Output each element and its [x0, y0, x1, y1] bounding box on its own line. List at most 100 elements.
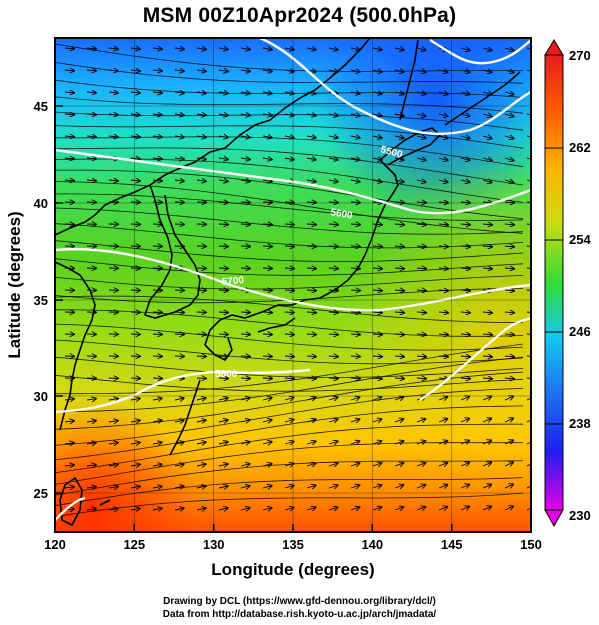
wind-arrow [482, 312, 492, 313]
wind-arrow [218, 356, 228, 357]
wind-arrow [86, 399, 96, 400]
wind-arrow [108, 70, 118, 71]
wind-arrow [174, 464, 184, 466]
colorbar-tick-label: 262 [569, 140, 591, 155]
wind-arrow [64, 399, 74, 400]
wind-arrow [482, 158, 492, 160]
wind-arrow [284, 202, 294, 203]
wind-arrow [438, 114, 448, 116]
wind-arrow [526, 355, 531, 357]
wind-arrow [284, 398, 294, 401]
wind-arrow [64, 443, 74, 444]
streamline [55, 356, 524, 413]
wind-arrow [504, 378, 514, 379]
wind-arrow [372, 485, 382, 488]
wind-arrow [218, 290, 228, 291]
wind-arrow [240, 312, 250, 313]
wind-arrow [416, 136, 426, 138]
wind-arrow [482, 246, 492, 247]
wind-arrow [218, 312, 228, 313]
wind-arrow [416, 268, 426, 269]
wind-arrow [262, 290, 272, 291]
wind-arrow [86, 136, 96, 137]
wind-arrow [350, 70, 360, 72]
wind-arrow [460, 114, 470, 116]
wind-arrow [108, 399, 118, 400]
wind-arrow [394, 463, 404, 466]
wind-arrow [284, 420, 294, 423]
wind-arrow [394, 419, 404, 422]
wind-arrow [394, 114, 404, 116]
wind-arrow [284, 268, 294, 269]
wind-arrow [262, 136, 272, 138]
wind-arrow [372, 378, 382, 379]
x-tick-label: 130 [203, 537, 225, 552]
wind-arrow [350, 334, 360, 335]
wind-arrow [218, 398, 228, 400]
wind-arrow [130, 70, 140, 71]
wind-arrow [460, 312, 470, 313]
wind-arrow [174, 508, 184, 510]
wind-arrow [130, 136, 140, 137]
wind-arrow [262, 224, 272, 225]
wind-arrow [108, 465, 118, 466]
wind-arrow [306, 485, 316, 488]
wind-arrow [240, 356, 250, 357]
wind-arrow [152, 92, 162, 93]
colorbar-tick-label: 238 [569, 416, 591, 431]
wind-arrow [460, 92, 470, 94]
wind-arrow [108, 92, 118, 93]
wind-arrow [306, 507, 316, 510]
colorbar-bar [544, 54, 564, 511]
wind-arrow [372, 441, 382, 444]
streamline [55, 323, 524, 351]
wind-arrow [306, 268, 316, 269]
contour-label-5600: 5600 [329, 207, 353, 222]
wind-arrow [86, 92, 96, 93]
wind-arrow [526, 158, 531, 161]
wind-arrow [504, 312, 514, 313]
wind-arrow [262, 92, 272, 94]
wind-arrow [306, 92, 316, 94]
wind-arrow [218, 486, 228, 488]
wind-arrow [438, 136, 448, 138]
wind-arrow [372, 48, 382, 50]
x-tick-label: 145 [441, 537, 463, 552]
wind-arrow [482, 70, 492, 72]
wind-arrow [262, 378, 272, 379]
y-axis-title: Latitude (degrees) [5, 211, 24, 358]
wind-arrow [152, 508, 162, 510]
wind-arrow [130, 92, 140, 93]
wind-arrow [416, 246, 426, 247]
wind-arrow [152, 136, 162, 137]
wind-arrow [460, 224, 470, 225]
wind-arrow [108, 443, 118, 444]
colorbar-tick-label: 270 [569, 48, 591, 63]
wind-arrow [350, 48, 360, 50]
wind-arrow [328, 397, 338, 400]
wind-arrow [108, 114, 118, 115]
wind-arrow [372, 290, 382, 291]
wind-arrow [240, 114, 250, 116]
wind-arrow [350, 312, 360, 313]
wind-arrow [306, 441, 316, 444]
wind-arrow [328, 312, 338, 313]
wind-arrow [416, 334, 426, 335]
wind-arrow [196, 136, 206, 137]
wind-arrow [284, 464, 294, 467]
wind-arrow [240, 70, 250, 72]
wind-arrow [460, 356, 470, 357]
wind-arrow [328, 202, 338, 203]
wind-arrow [240, 464, 250, 466]
wind-arrow [218, 180, 228, 181]
wind-arrow [504, 202, 514, 203]
wind-arrow [284, 136, 294, 138]
wind-arrow [196, 464, 206, 466]
wind-arrow [306, 312, 316, 313]
wind-arrow [350, 180, 360, 182]
wind-arrow [174, 158, 184, 159]
wind-arrow [416, 48, 426, 50]
wind-arrow [262, 398, 272, 400]
wind-arrow [218, 420, 228, 422]
wind-arrow [240, 180, 250, 182]
